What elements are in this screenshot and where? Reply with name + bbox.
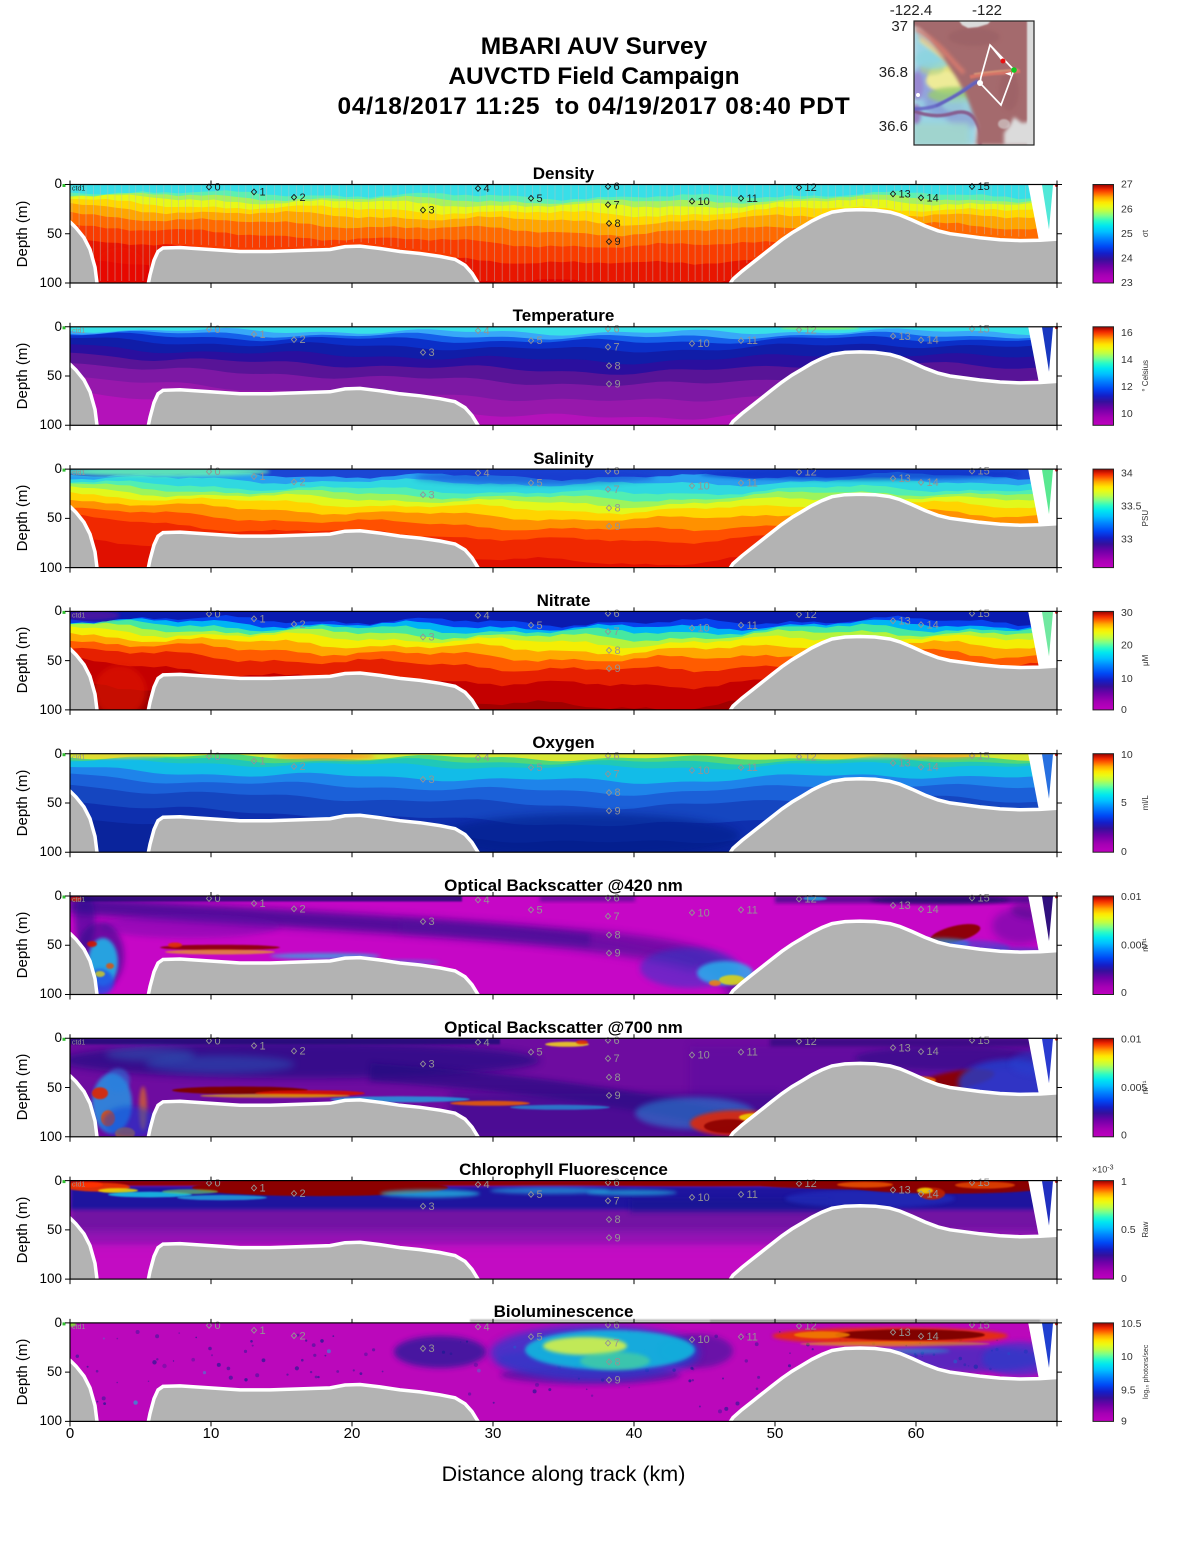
svg-text:m⁻¹: m⁻¹: [1141, 938, 1150, 952]
svg-text:20: 20: [1121, 640, 1133, 652]
svg-text:9: 9: [1121, 1416, 1127, 1428]
svg-text:m⁻¹: m⁻¹: [1141, 1080, 1150, 1094]
svg-text:PSU: PSU: [1141, 510, 1150, 527]
svg-text:9.5: 9.5: [1121, 1385, 1136, 1397]
svg-text:5: 5: [1121, 797, 1127, 809]
svg-text:0: 0: [1121, 1130, 1127, 1142]
svg-text:0: 0: [1121, 846, 1127, 858]
svg-text:0: 0: [1121, 704, 1127, 716]
svg-text:μM: μM: [1141, 654, 1150, 666]
svg-text:33.5: 33.5: [1121, 500, 1142, 512]
svg-text:30: 30: [1121, 607, 1133, 619]
svg-text:10: 10: [1121, 673, 1133, 685]
svg-text:0: 0: [1121, 987, 1127, 999]
svg-text:33: 33: [1121, 533, 1133, 545]
svg-text:23: 23: [1121, 277, 1133, 289]
svg-text:0.5: 0.5: [1121, 1224, 1136, 1236]
svg-text:16: 16: [1121, 327, 1133, 339]
svg-text:ml/L: ml/L: [1141, 795, 1150, 811]
svg-text:0.01: 0.01: [1121, 1034, 1142, 1046]
svg-text:26: 26: [1121, 203, 1133, 215]
svg-text:10: 10: [1121, 408, 1133, 420]
svg-text:10: 10: [1121, 749, 1133, 761]
svg-text:×10-3: ×10-3: [1092, 1165, 1114, 1175]
svg-text:10.5: 10.5: [1121, 1318, 1142, 1330]
svg-text:log₁₀ photons/sec: log₁₀ photons/sec: [1143, 1344, 1150, 1399]
svg-text:° Celsius: ° Celsius: [1141, 360, 1150, 392]
svg-text:Raw: Raw: [1141, 1221, 1150, 1237]
svg-text:σt: σt: [1141, 229, 1150, 237]
svg-text:24: 24: [1121, 253, 1133, 265]
svg-text:0.01: 0.01: [1121, 891, 1142, 903]
svg-text:1: 1: [1121, 1176, 1127, 1188]
svg-text:0.005: 0.005: [1121, 940, 1147, 952]
svg-text:12: 12: [1121, 381, 1133, 393]
svg-text:0.005: 0.005: [1121, 1082, 1147, 1094]
svg-text:14: 14: [1121, 354, 1133, 366]
svg-text:0: 0: [1121, 1273, 1127, 1285]
svg-text:10: 10: [1121, 1351, 1133, 1363]
svg-text:25: 25: [1121, 228, 1133, 240]
svg-text:27: 27: [1121, 179, 1133, 191]
svg-text:34: 34: [1121, 467, 1133, 479]
